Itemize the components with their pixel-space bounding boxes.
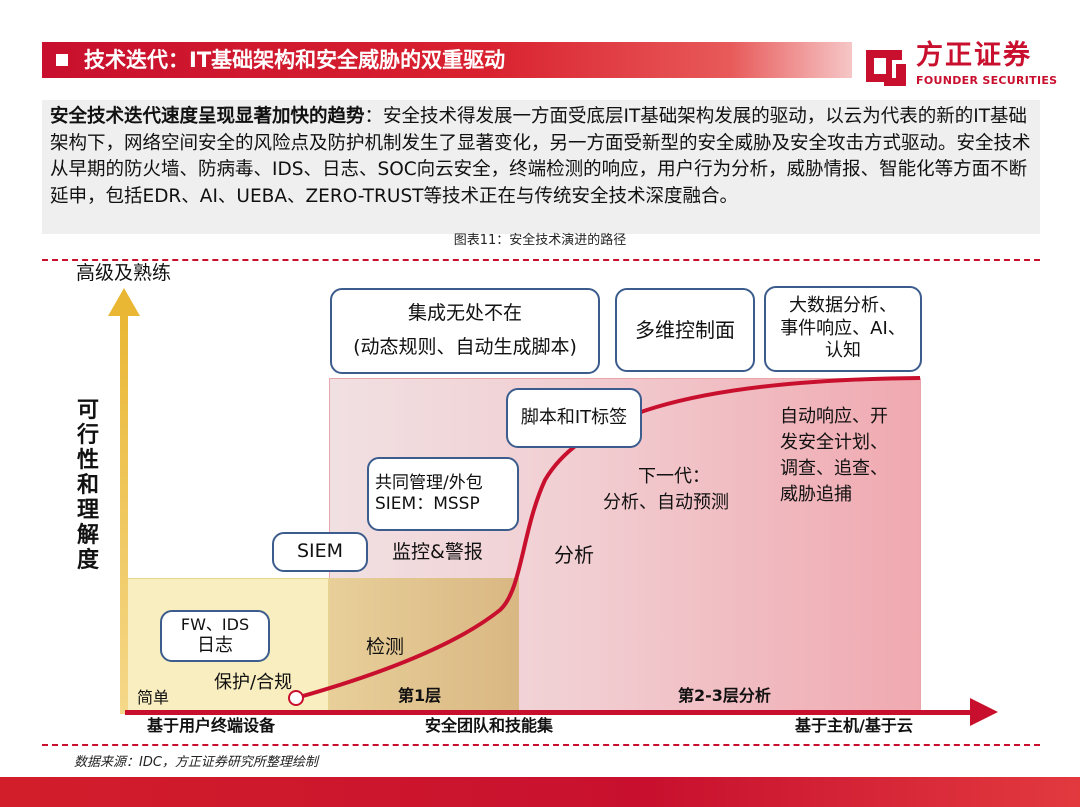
box-siem-label: SIEM [296, 540, 344, 563]
label-auto-line3: 调查、追查、 [780, 458, 888, 479]
box-mssp-line2: SIEM：MSSP [375, 494, 480, 514]
y-axis-arrow-icon [108, 288, 140, 316]
evolution-curve [295, 376, 921, 700]
box-multi-control-label: 多维控制面 [635, 317, 735, 342]
logo-chinese-name: 方正证券 [916, 40, 1032, 71]
intro-body: ：安全技术得发展一方面受底层IT基础架构发展的驱动，以云为代表的新的IT基础架构… [50, 106, 1031, 207]
box-fw-ids: FW、IDS 日志 [160, 610, 270, 662]
y-axis-title-char: 理 [76, 498, 99, 523]
label-simple: 简单 [137, 688, 170, 707]
founder-logo-icon [866, 50, 906, 86]
label-tier23: 第2-3层分析 [678, 686, 771, 705]
box-integrated-line2: (动态规则、自动生成脚本) [353, 336, 577, 358]
x-axis-label-middle: 安全团队和技能集 [425, 716, 554, 735]
box-integrated: 集成无处不在 (动态规则、自动生成脚本) [330, 288, 600, 374]
y-axis-title-char: 性 [76, 448, 99, 473]
box-siem: SIEM [272, 532, 368, 572]
box-bigdata-line2: 事件响应、AI、 [780, 317, 906, 339]
y-axis-top-label: 高级及熟练 [76, 262, 172, 284]
label-next-gen-line2: 分析、自动预测 [603, 492, 729, 513]
x-axis-label-right: 基于主机/基于云 [795, 716, 913, 735]
label-protect: 保护/合规 [214, 672, 293, 693]
y-axis-shaft [120, 310, 128, 714]
x-axis-label-left: 基于用户终端设备 [147, 716, 276, 735]
bottom-dashed-divider [42, 744, 1040, 746]
label-auto-line2: 发安全计划、 [780, 432, 888, 453]
label-auto-line1: 自动响应、开 [780, 406, 888, 427]
label-monitor: 监控&警报 [392, 541, 483, 563]
label-detect: 检测 [366, 636, 405, 658]
title-banner: 技术迭代：IT基础架构和安全威胁的双重驱动 [42, 42, 852, 78]
data-source: 数据来源：IDC，方正证券研究所整理绘制 [74, 755, 318, 770]
y-axis-title-char: 度 [76, 548, 99, 573]
x-axis-shaft [125, 710, 975, 715]
y-axis-title-char: 和 [76, 473, 99, 498]
box-integrated-line1: 集成无处不在 [407, 302, 522, 325]
label-auto-line4: 威胁追捕 [780, 484, 852, 505]
intro-paragraph: 安全技术迭代速度呈现显著加快的趋势：安全技术得发展一方面受底层IT基础架构发展的… [42, 100, 1040, 234]
figure-caption: 图表11：安全技术演进的路径 [453, 233, 627, 248]
logo-english-name: FOUNDER SECURITIES [916, 74, 1058, 87]
box-bigdata: 大数据分析、 事件响应、AI、 认知 [764, 286, 922, 372]
box-mssp-line1: 共同管理/外包 [375, 472, 483, 493]
page-title: 技术迭代：IT基础架构和安全威胁的双重驱动 [84, 48, 506, 72]
region-tier1 [329, 578, 519, 712]
intro-lead: 安全技术迭代速度呈现显著加快的趋势 [50, 106, 365, 127]
company-logo: 方正证券 FOUNDER SECURITIES [862, 40, 1057, 94]
box-script-label: 脚本和IT标签 [520, 406, 628, 428]
title-bullet-icon [56, 54, 68, 66]
box-mssp: 共同管理/外包 SIEM：MSSP [367, 457, 519, 531]
x-axis-arrow-icon [970, 698, 998, 726]
top-dashed-divider [42, 259, 1040, 261]
curve-start-marker-icon [288, 690, 304, 706]
box-bigdata-line1: 大数据分析、 [789, 295, 897, 317]
y-axis-title-char: 行 [76, 423, 99, 448]
box-bigdata-line3: 认知 [825, 340, 861, 362]
box-fw-ids-line1: FW、IDS [180, 614, 250, 634]
box-fw-ids-line2: 日志 [197, 634, 233, 656]
label-analyze: 分析 [554, 543, 594, 567]
y-axis-title-char: 解 [76, 523, 99, 548]
footer-bar [0, 777, 1080, 807]
box-script: 脚本和IT标签 [506, 388, 642, 448]
y-axis-title-char: 可 [76, 398, 99, 423]
box-multi-control: 多维控制面 [615, 288, 755, 372]
label-tier1: 第1层 [398, 686, 442, 705]
label-next-gen-line1: 下一代： [638, 466, 710, 487]
y-axis-title: 可 行 性 和 理 解 度 [74, 398, 102, 573]
